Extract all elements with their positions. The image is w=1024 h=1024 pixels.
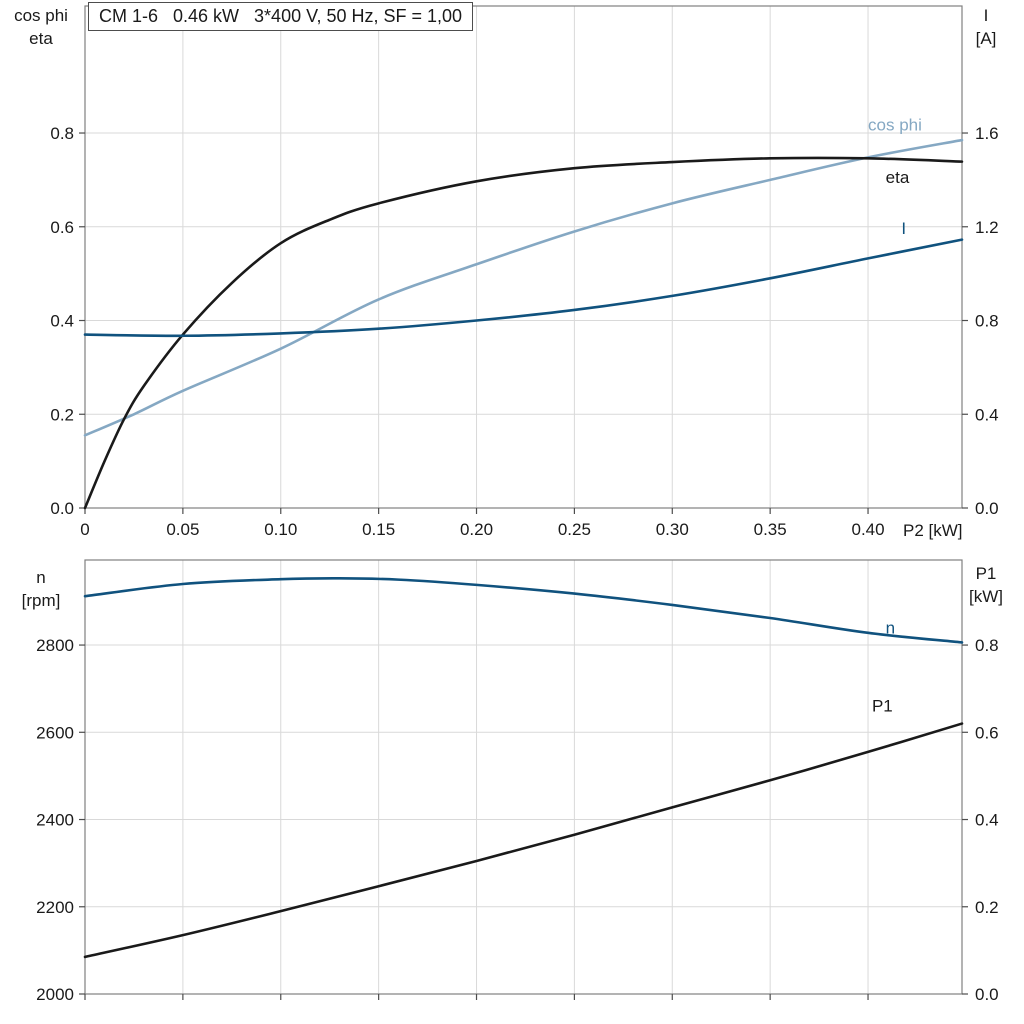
x-tick-label: 0.30 bbox=[656, 520, 689, 539]
y-right-tick-label: 1.2 bbox=[975, 218, 999, 237]
y-right-tick-label: 0.4 bbox=[975, 811, 999, 830]
plot-frame bbox=[84, 559, 963, 995]
x-tick-label: 0.40 bbox=[851, 520, 884, 539]
y-left-tick-label: 2800 bbox=[36, 636, 74, 655]
x-tick-label: 0.25 bbox=[558, 520, 591, 539]
y-right-tick-label: 0.8 bbox=[975, 312, 999, 331]
axis-title-current-unit: [A] bbox=[975, 29, 997, 48]
y-right-tick-label: 0.6 bbox=[975, 723, 999, 742]
curve-eta bbox=[83, 156, 964, 510]
axis-title-p1-unit: [kW] bbox=[969, 587, 1003, 606]
curve-label-p1: P1 bbox=[872, 696, 893, 715]
chart-title-box: CM 1-6 0.46 kW 3*400 V, 50 Hz, SF = 1,00 bbox=[88, 2, 474, 31]
curve-label-cos-phi: cos phi bbox=[868, 116, 922, 135]
bottom-left-axis-title: n [rpm] bbox=[2, 566, 80, 612]
top-left-axis-title: cos phi eta bbox=[2, 4, 80, 50]
axis-title-current: I bbox=[983, 6, 989, 25]
x-tick-label: 0.20 bbox=[460, 520, 493, 539]
axis-title-speed-unit: [rpm] bbox=[21, 591, 61, 610]
y-right-tick-label: 0.8 bbox=[975, 636, 999, 655]
x-tick-label: 0.05 bbox=[166, 520, 199, 539]
y-right-tick-label: 0.2 bbox=[975, 898, 999, 917]
x-axis-title-p2: P2 [kW] bbox=[903, 521, 963, 540]
y-left-tick-label: 0.6 bbox=[50, 218, 74, 237]
top-right-axis-title: I [A] bbox=[955, 4, 1017, 50]
x-tick-label: 0 bbox=[80, 520, 89, 539]
curve-p1 bbox=[83, 722, 964, 959]
curve-label-n: n bbox=[886, 619, 895, 638]
axis-title-eta: eta bbox=[29, 29, 53, 48]
y-left-tick-label: 2000 bbox=[36, 985, 74, 1004]
curve-cos-phi bbox=[83, 138, 964, 437]
x-tick-label: 0.10 bbox=[264, 520, 297, 539]
y-right-tick-label: 1.6 bbox=[975, 124, 999, 143]
y-left-tick-label: 0.0 bbox=[50, 499, 74, 518]
curve-n bbox=[83, 576, 964, 644]
x-tick-label: 0.35 bbox=[754, 520, 787, 539]
axis-title-p1: P1 bbox=[975, 564, 997, 583]
axis-title-cos-phi: cos phi bbox=[14, 6, 68, 25]
bottom-right-axis-title: P1 [kW] bbox=[955, 562, 1017, 608]
curve-label-i: I bbox=[901, 219, 906, 238]
y-right-tick-label: 0.0 bbox=[975, 985, 999, 1004]
x-tick-label: 0.15 bbox=[362, 520, 395, 539]
curve-i bbox=[83, 238, 964, 338]
y-left-tick-label: 0.8 bbox=[50, 124, 74, 143]
axis-title-speed: n bbox=[36, 568, 46, 587]
y-left-tick-label: 2600 bbox=[36, 723, 74, 742]
y-left-tick-label: 0.2 bbox=[50, 405, 74, 424]
y-left-tick-label: 2200 bbox=[36, 898, 74, 917]
y-right-tick-label: 0.0 bbox=[975, 499, 999, 518]
curve-label-eta: eta bbox=[886, 168, 910, 187]
y-right-tick-label: 0.4 bbox=[975, 405, 999, 424]
plot-frame bbox=[84, 5, 963, 509]
y-left-tick-label: 2400 bbox=[36, 811, 74, 830]
y-left-tick-label: 0.4 bbox=[50, 312, 74, 331]
